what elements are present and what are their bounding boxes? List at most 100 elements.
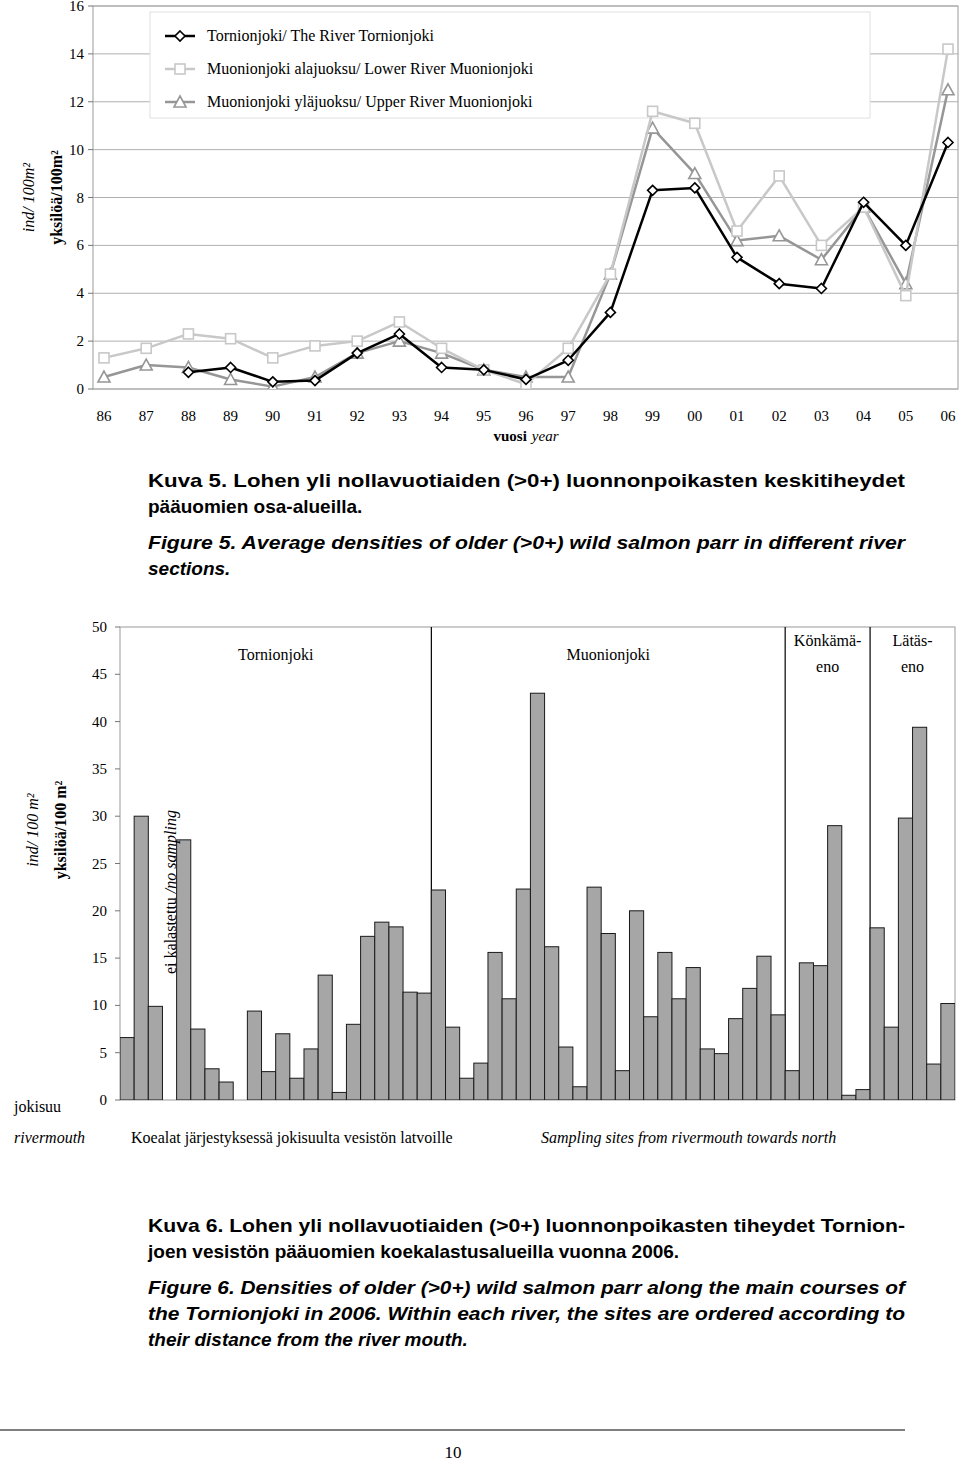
x-tick-label: 01: [730, 408, 745, 424]
y-axis-label: ind/ 100 m²: [24, 792, 41, 866]
caption-line: their distance from the river mouth.: [148, 1329, 468, 1350]
x-tick-label: 86: [97, 408, 113, 424]
group-label: Lätäs-: [893, 632, 933, 649]
data-point: [901, 291, 911, 301]
bar: [700, 1049, 714, 1100]
data-point: [816, 240, 826, 250]
series-line: [188, 142, 948, 381]
bar: [658, 952, 672, 1100]
bar: [290, 1078, 304, 1100]
bar: [799, 963, 813, 1100]
tick-mark: [115, 910, 120, 911]
bar: [729, 1019, 743, 1100]
caption-line: the Tornionjoki in 2006. Within each riv…: [148, 1303, 905, 1324]
data-point: [773, 230, 785, 241]
y-tick-label: 12: [69, 94, 84, 110]
y-tick-label: 45: [92, 666, 107, 682]
bar: [927, 1064, 941, 1100]
line-chart: 0246810121416868788899091929394959697989…: [69, 0, 958, 444]
bar: [219, 1082, 233, 1100]
legend-marker: [175, 64, 185, 74]
data-point: [140, 359, 152, 370]
x-tick-label: 87: [139, 408, 155, 424]
y-tick-label: 10: [92, 997, 107, 1013]
data-point: [774, 279, 784, 289]
bar: [304, 1049, 318, 1100]
series-line: [104, 90, 948, 387]
data-point: [605, 307, 615, 317]
data-point: [690, 183, 700, 193]
data-point: [394, 329, 404, 339]
bar: [913, 727, 927, 1100]
bar: [785, 1071, 799, 1100]
caption-line: Figure 5. Average densities of older (>0…: [148, 532, 907, 553]
figure-caption: Kuva 5. Lohen yli nollavuotiaiden (>0+) …: [148, 470, 907, 579]
group-label: Könkämä-: [794, 632, 862, 649]
y-tick-label: 15: [92, 950, 107, 966]
bar: [120, 1038, 134, 1100]
group-label: eno: [901, 658, 924, 675]
bar: [262, 1072, 276, 1100]
bar: [516, 889, 530, 1100]
data-point: [901, 240, 911, 250]
data-point: [183, 367, 193, 377]
data-point: [943, 137, 953, 147]
tick-mark: [88, 245, 93, 246]
y-axis-label: yksilöä/100 m²: [52, 781, 70, 880]
footer-rule: [0, 1430, 905, 1431]
x-tick-label: 93: [392, 408, 407, 424]
tick-mark: [88, 101, 93, 102]
y-tick-label: 10: [69, 142, 84, 158]
y-tick-label: 50: [92, 619, 107, 635]
page: 0246810121416868788899091929394959697989…: [0, 0, 960, 1463]
tick-mark: [115, 674, 120, 675]
data-point: [816, 283, 826, 293]
grid-line: [93, 149, 958, 150]
bar: [686, 968, 700, 1100]
tick-mark: [88, 293, 93, 294]
bar: [629, 911, 643, 1100]
x-tick-label: 05: [898, 408, 913, 424]
tick-mark: [115, 1100, 120, 1101]
data-point: [563, 343, 573, 353]
bar: [601, 934, 615, 1100]
x-tick-label: 96: [519, 408, 535, 424]
x-tick-label: 89: [223, 408, 238, 424]
data-point: [732, 252, 742, 262]
data-point: [605, 269, 615, 279]
bar: [460, 1078, 474, 1100]
x-axis-label: Sampling sites from rivermouth towards n…: [541, 1129, 836, 1147]
rivermouth-label: rivermouth: [14, 1129, 85, 1146]
legend: Tornionjoki/ The River Tornionjoki Muonio…: [150, 12, 870, 118]
bar: [743, 988, 757, 1100]
legend-label: Tornionjoki/ The River Tornionjoki: [207, 27, 434, 45]
data-point: [268, 353, 278, 363]
data-point: [732, 226, 742, 236]
bar: [771, 1015, 785, 1100]
bar: [828, 826, 842, 1100]
bar: [856, 1090, 870, 1100]
bar: [318, 975, 332, 1100]
bar: [488, 952, 502, 1100]
caption-line: sections.: [148, 558, 230, 579]
legend-label: Muonionjoki yläjuoksu/ Upper River Muoni…: [207, 93, 533, 111]
data-point: [99, 353, 109, 363]
bar: [191, 1029, 205, 1100]
data-point: [689, 168, 701, 179]
data-point: [648, 185, 658, 195]
bar: [587, 887, 601, 1100]
data-point: [352, 348, 362, 358]
bar: [559, 1047, 573, 1100]
bar: [672, 999, 686, 1100]
bar: [276, 1034, 290, 1100]
bar: [573, 1087, 587, 1100]
bar: [389, 927, 403, 1100]
y-tick-label: 8: [77, 190, 85, 206]
data-point: [310, 341, 320, 351]
data-point: [479, 365, 489, 375]
data-point: [942, 84, 954, 95]
legend-marker: [175, 31, 185, 41]
y-axis-label: ind/ 100m²: [20, 162, 37, 232]
y-tick-label: 35: [92, 761, 107, 777]
figure-caption: Kuva 6. Lohen yli nollavuotiaiden (>0+) …: [147, 1215, 907, 1350]
